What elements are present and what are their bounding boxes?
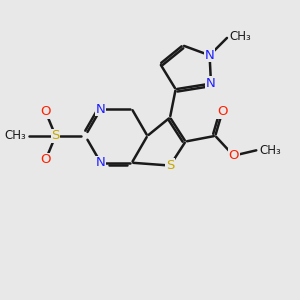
Text: N: N bbox=[205, 49, 214, 62]
Text: CH₃: CH₃ bbox=[230, 30, 251, 44]
Text: N: N bbox=[96, 156, 106, 169]
Text: O: O bbox=[217, 105, 228, 118]
Text: S: S bbox=[166, 159, 174, 172]
Text: O: O bbox=[228, 149, 239, 162]
Text: O: O bbox=[40, 105, 51, 118]
Text: O: O bbox=[40, 153, 51, 167]
Text: CH₃: CH₃ bbox=[259, 143, 281, 157]
Text: N: N bbox=[206, 77, 216, 90]
Text: N: N bbox=[96, 103, 106, 116]
Text: CH₃: CH₃ bbox=[4, 129, 26, 142]
Text: S: S bbox=[51, 129, 60, 142]
